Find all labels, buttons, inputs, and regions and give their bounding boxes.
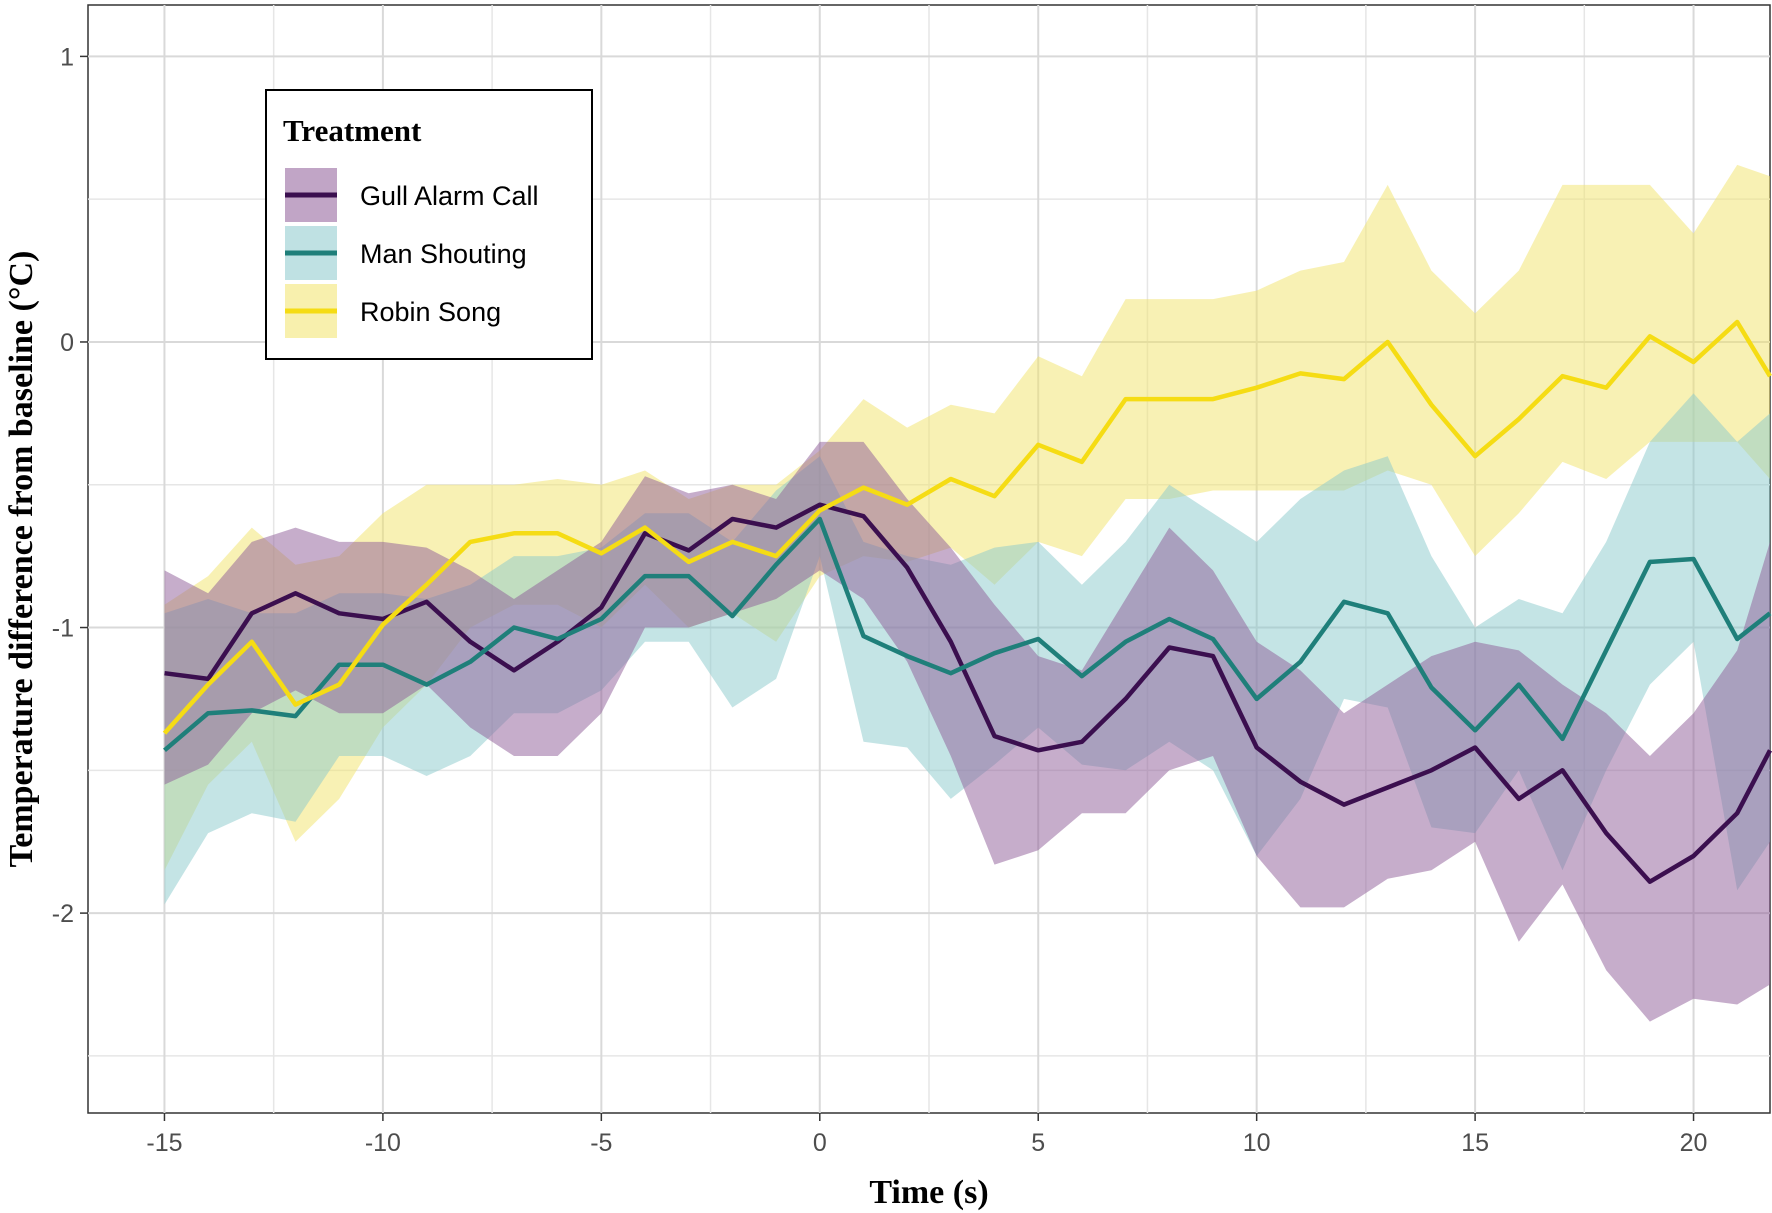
line-man-shouting bbox=[163, 516, 1772, 753]
band-robin-song bbox=[164, 164, 1770, 871]
x-axis-ticks: -15 -10 -5 0 5 10 15 20 bbox=[146, 1113, 1707, 1157]
series-lines bbox=[162, 319, 1772, 884]
y-tick-label: 0 bbox=[60, 329, 74, 357]
legend-label-gull-alarm-call: Gull Alarm Call bbox=[360, 181, 539, 211]
line-gull-alarm-call bbox=[164, 502, 1772, 884]
legend-label-man-shouting: Man Shouting bbox=[360, 239, 527, 269]
y-axis-ticks: 1 0 -1 -2 bbox=[52, 43, 88, 928]
x-tick-label: -5 bbox=[590, 1129, 612, 1157]
legend-title: Treatment bbox=[283, 113, 422, 148]
y-axis-title: Temperature difference from baseline (°C… bbox=[3, 251, 40, 868]
line-robin-song bbox=[162, 319, 1772, 735]
x-tick-label: 5 bbox=[1031, 1129, 1045, 1157]
y-tick-label: 1 bbox=[60, 43, 74, 71]
legend-label-robin-song: Robin Song bbox=[360, 297, 501, 327]
x-tick-label: 10 bbox=[1243, 1129, 1271, 1157]
x-tick-label: 20 bbox=[1680, 1129, 1708, 1157]
confidence-bands bbox=[164, 164, 1770, 1022]
x-tick-label: -15 bbox=[146, 1129, 182, 1157]
x-tick-label: 0 bbox=[813, 1129, 827, 1157]
y-tick-label: -2 bbox=[52, 900, 74, 928]
y-tick-label: -1 bbox=[52, 615, 74, 643]
x-tick-label: 15 bbox=[1461, 1129, 1489, 1157]
band-gull-alarm-call bbox=[164, 441, 1770, 1022]
legend-items: Gull Alarm Call Man Shouting Robin Song bbox=[285, 168, 539, 338]
legend: Treatment Gull Alarm Call Man Shouting Rob… bbox=[265, 89, 593, 360]
x-axis-title: Time (s) bbox=[869, 1174, 988, 1211]
x-tick-label: -10 bbox=[365, 1129, 401, 1157]
